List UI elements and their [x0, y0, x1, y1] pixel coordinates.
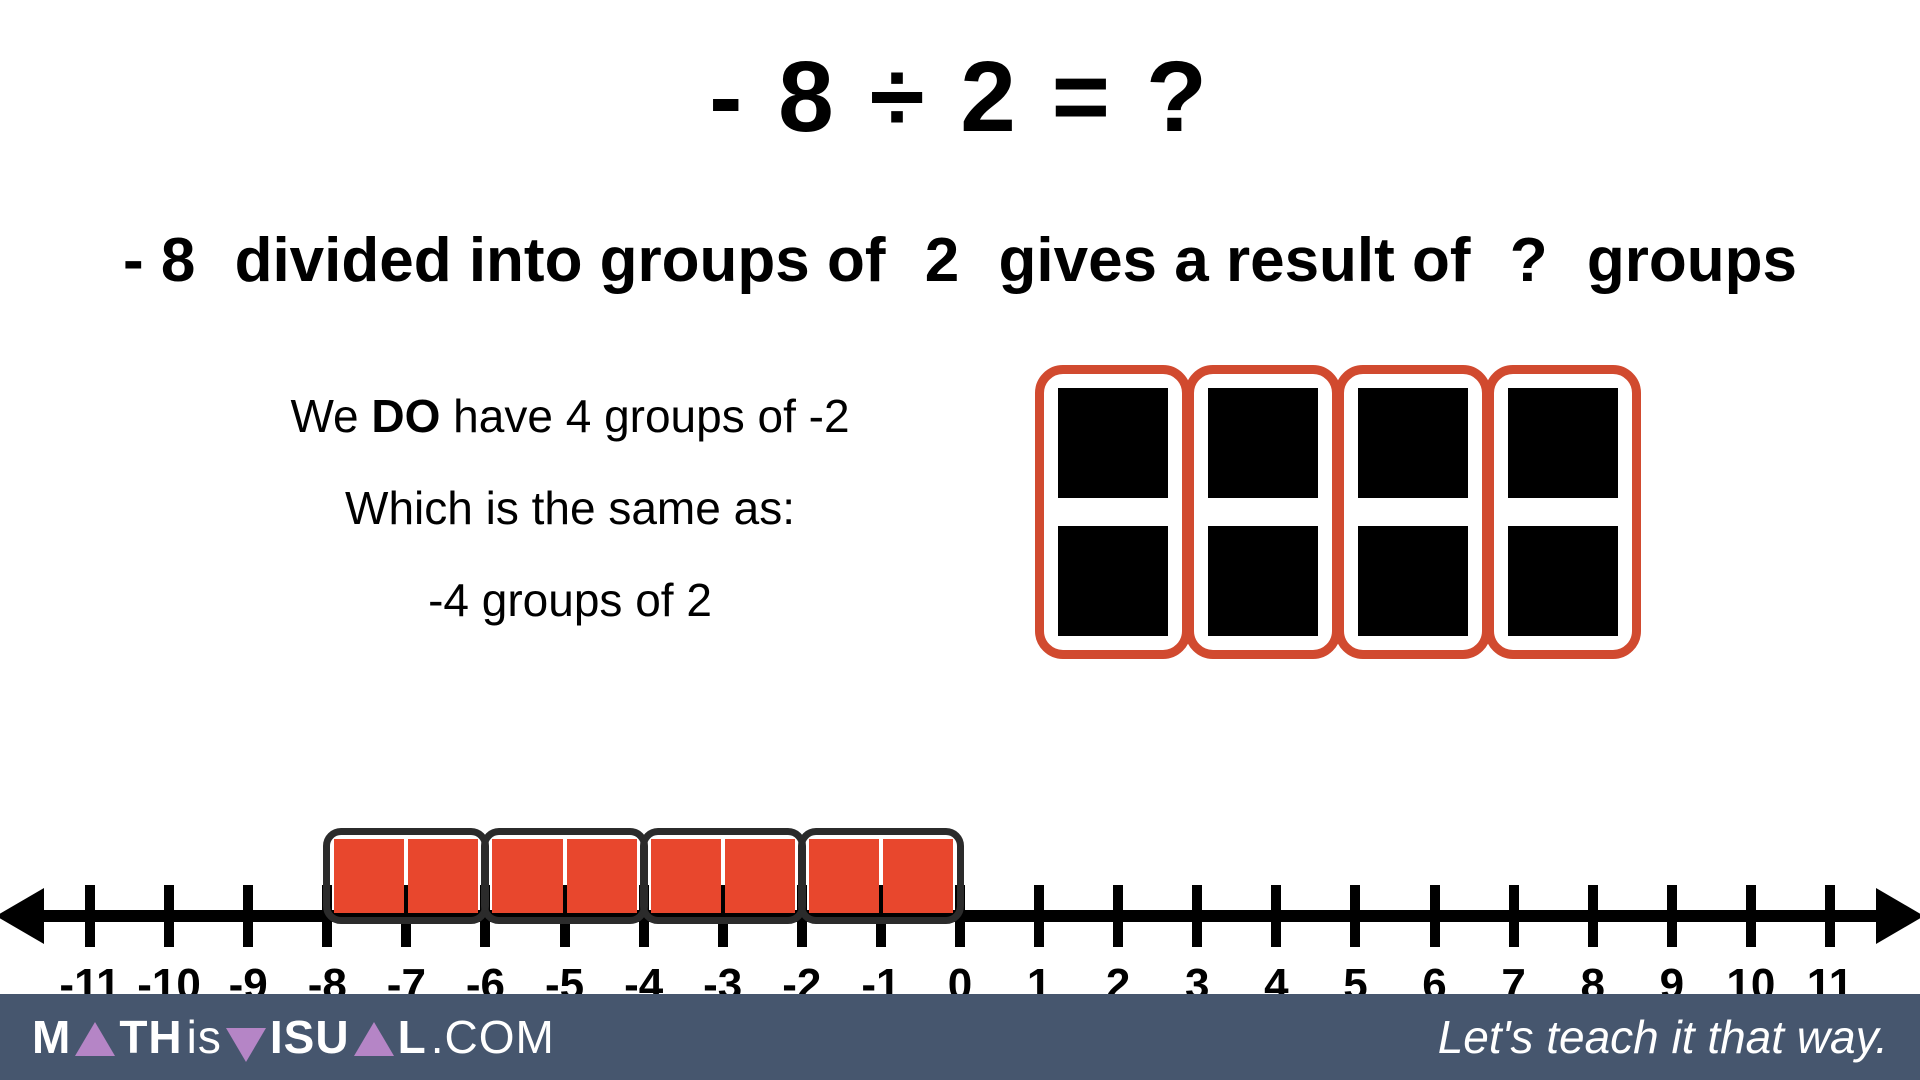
- tick: [85, 885, 95, 947]
- tick: [1034, 885, 1044, 947]
- tile-groups: [1035, 365, 1641, 659]
- equation: - 8 ÷ 2 = ?: [0, 40, 1920, 155]
- sentence-p5: ?: [1510, 226, 1548, 295]
- tile-square: [1208, 526, 1318, 636]
- bar-group: [640, 828, 806, 924]
- brand-m: M: [32, 1010, 71, 1064]
- tile-square: [1358, 388, 1468, 498]
- arrow-left-icon: [0, 888, 44, 944]
- triangle-up-icon: [354, 1022, 394, 1056]
- bar-cell: [492, 839, 562, 913]
- brand-isu: ISU: [270, 1010, 350, 1064]
- tick: [1667, 885, 1677, 947]
- tick: [1825, 885, 1835, 947]
- tick: [164, 885, 174, 947]
- explain-line-3: -4 groups of 2: [220, 554, 920, 646]
- sentence: - 8 divided into groups of 2 gives a res…: [0, 225, 1920, 296]
- explain-l1c: have 4 groups of -2: [440, 390, 849, 442]
- tick: [1192, 885, 1202, 947]
- brand-l: L: [398, 1010, 427, 1064]
- tick: [1271, 885, 1281, 947]
- bar-cell: [567, 839, 637, 913]
- tick: [1113, 885, 1123, 947]
- tick: [1350, 885, 1360, 947]
- brand-th: TH: [119, 1010, 182, 1064]
- sentence-p2: divided into groups of: [235, 226, 886, 295]
- explain-line-1: We DO have 4 groups of -2: [220, 370, 920, 462]
- bar-cell: [651, 839, 721, 913]
- tile-square: [1508, 526, 1618, 636]
- sentence-p3: 2: [925, 226, 959, 295]
- tile-group: [1185, 365, 1341, 659]
- tick: [1588, 885, 1598, 947]
- brand-is: is: [187, 1010, 222, 1064]
- footer-bar: M TH is ISU L .COM Let's teach it that w…: [0, 994, 1920, 1080]
- sentence-p4: gives a result of: [998, 226, 1470, 295]
- number-line: -11-10-9-8-7-6-5-4-3-2-101234567891011: [0, 810, 1920, 1010]
- bar-group: [798, 828, 964, 924]
- brand: M TH is ISU L .COM: [32, 1010, 555, 1064]
- tile-group: [1335, 365, 1491, 659]
- sentence-p6: groups: [1587, 226, 1797, 295]
- bar-group: [323, 828, 489, 924]
- tile-group: [1485, 365, 1641, 659]
- tick: [1430, 885, 1440, 947]
- explanation: We DO have 4 groups of -2 Which is the s…: [220, 370, 920, 646]
- tile-square: [1208, 388, 1318, 498]
- bar-cell: [725, 839, 795, 913]
- tile-square: [1058, 388, 1168, 498]
- sentence-p1: - 8: [123, 226, 195, 295]
- bar-cell: [809, 839, 879, 913]
- tile-square: [1358, 526, 1468, 636]
- brand-com: .COM: [431, 1010, 555, 1064]
- bar-cell: [334, 839, 404, 913]
- explain-l1b: DO: [371, 390, 440, 442]
- explain-l1a: We: [290, 390, 371, 442]
- explain-line-2: Which is the same as:: [220, 462, 920, 554]
- tick: [243, 885, 253, 947]
- bar-cell: [883, 839, 953, 913]
- bar-cell: [408, 839, 478, 913]
- tile-square: [1508, 388, 1618, 498]
- tick: [1746, 885, 1756, 947]
- tagline: Let's teach it that way.: [1438, 1010, 1888, 1064]
- triangle-up-icon: [75, 1022, 115, 1056]
- triangle-down-icon: [226, 1028, 266, 1062]
- tile-square: [1058, 526, 1168, 636]
- arrow-right-icon: [1876, 888, 1920, 944]
- tile-group: [1035, 365, 1191, 659]
- bar-group: [481, 828, 647, 924]
- tick: [1509, 885, 1519, 947]
